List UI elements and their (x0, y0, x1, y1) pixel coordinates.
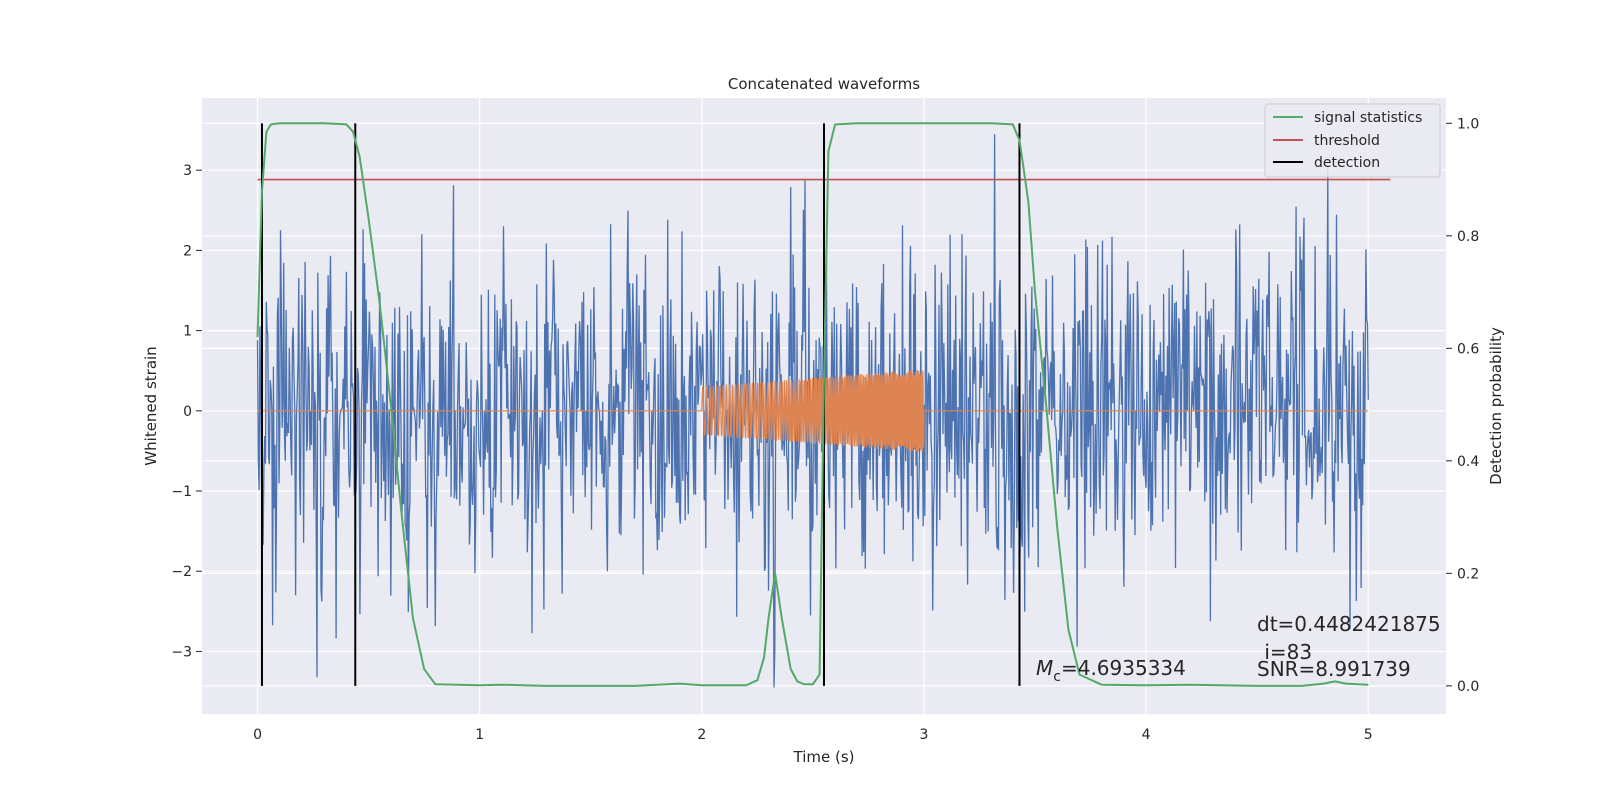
x-axis-ticks: 0 1 2 3 4 5 (253, 727, 1373, 743)
y2-tick-label: 0.6 (1457, 341, 1479, 357)
y2-tick-label: 1.0 (1457, 116, 1479, 132)
annotation-group: dt=0.4482421875 i=83 SNR=8.991739 Mc=4.6… (1036, 612, 1441, 685)
y2-tick-label: 0.2 (1457, 566, 1479, 582)
x-tick-label: 0 (253, 727, 262, 743)
y-axis-label: Whitened strain (142, 346, 160, 465)
y-tick-label: −2 (171, 564, 192, 580)
y2-axis-ticks: 0.0 0.2 0.4 0.6 0.8 1.0 (1446, 116, 1479, 695)
strain-line (256, 134, 1369, 688)
x-axis-label: Time (s) (793, 748, 855, 766)
template-series (257, 369, 1369, 453)
legend-box (1264, 103, 1441, 178)
y2-tick-label: 0.4 (1457, 454, 1479, 470)
signal-statistics-line (256, 122, 1369, 687)
y2-axis-label: Detection probability (1487, 327, 1505, 485)
legend-label-signal-statistics: signal statistics (1314, 110, 1422, 126)
y2-tick-label: 0.8 (1457, 229, 1479, 245)
annotation-dt: dt=0.4482421875 (1257, 612, 1441, 636)
y-tick-label: 0 (183, 404, 192, 420)
x-tick-label: 5 (1364, 727, 1373, 743)
y-tick-label: 1 (183, 324, 192, 340)
annotation-snr: SNR=8.991739 (1257, 657, 1411, 681)
x-tick-label: 3 (920, 727, 929, 743)
y-axis-ticks: −3 −2 −1 0 1 2 3 (171, 163, 202, 660)
x-tick-label: 1 (475, 727, 484, 743)
annotation-chirp-mass-symbol: M (1036, 656, 1053, 680)
legend-label-threshold: threshold (1314, 133, 1380, 149)
y-tick-label: 3 (183, 163, 192, 179)
x-tick-label: 2 (697, 727, 706, 743)
legend-label-detection: detection (1314, 155, 1380, 171)
signal-statistics-series (256, 122, 1369, 687)
legend: signal statistics threshold detection (1264, 103, 1441, 178)
annotation-chirp-mass: Mc=4.6935334 (1036, 656, 1186, 685)
x-tick-label: 4 (1142, 727, 1151, 743)
template-line (257, 369, 1369, 453)
annotation-index: i=83 (1258, 640, 1312, 664)
annotation-chirp-mass-subscript: c (1053, 669, 1061, 685)
y2-tick-label: 0.0 (1457, 679, 1479, 695)
annotation-chirp-mass-value: =4.6935334 (1061, 656, 1186, 680)
y-tick-label: 2 (183, 243, 192, 259)
y-tick-label: −3 (171, 644, 192, 660)
strain-series (256, 134, 1369, 688)
y-tick-label: −1 (171, 484, 192, 500)
chart-title: Concatenated waveforms (728, 75, 920, 93)
